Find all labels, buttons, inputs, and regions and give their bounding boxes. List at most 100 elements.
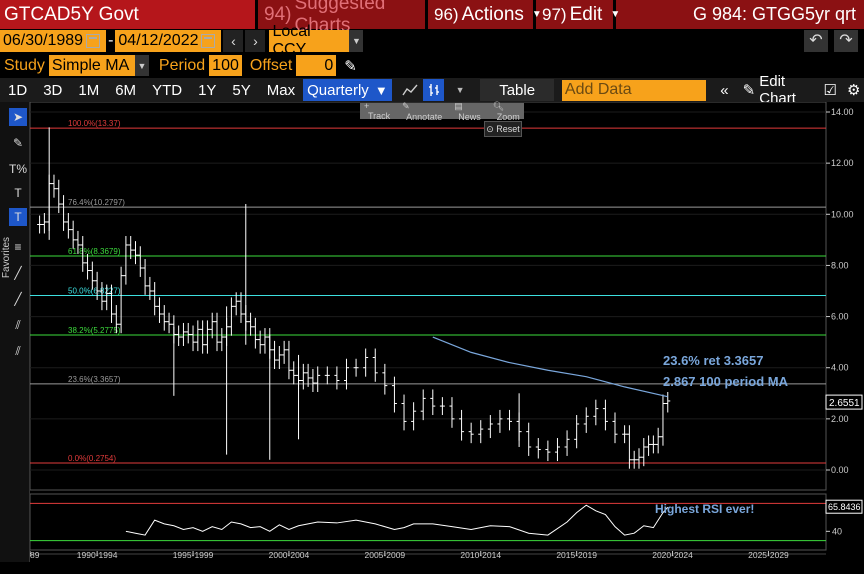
start-date-field[interactable]: 06/30/1989 <box>0 30 107 52</box>
rsi-line: 40 65.8436 Highest RSI ever! <box>30 499 863 542</box>
edit-menu[interactable]: 97) Edit ▼ <box>536 0 620 29</box>
offset-label: Offset <box>249 56 293 74</box>
start-date-value: 06/30/1989 <box>3 32 84 49</box>
calendar-icon[interactable] <box>201 34 216 48</box>
range-1d[interactable]: 1D <box>8 81 28 99</box>
pencil-icon[interactable]: ✎ <box>344 57 357 75</box>
x-tick-label: 2010-2014 <box>460 550 501 560</box>
channel-icon[interactable]: ⫽ <box>15 317 21 332</box>
fib-annotation: 23.6% ret 3.3657 <box>663 353 763 368</box>
chevron-down-icon[interactable]: ▼ <box>455 85 465 95</box>
last-value-label: 2.6551 <box>829 398 860 409</box>
currency-select[interactable]: Local CCY <box>269 23 350 58</box>
y-tick-label: 14.00 <box>831 107 854 117</box>
x-tick-label: 1990-1994 <box>77 550 118 560</box>
cursor-icon[interactable]: ➤ <box>9 108 27 126</box>
fib-label: 23.6%(3.3657) <box>68 375 121 384</box>
reset-button[interactable]: ⊙ Reset <box>484 121 522 137</box>
x-tick-label: 2015-2019 <box>556 550 597 560</box>
redo-icon[interactable]: ↷ <box>834 30 858 52</box>
x-tick-label: 2020-2024 <box>652 550 693 560</box>
title-bar: GTCAD5Y Govt 94) Suggested Charts 96) Ac… <box>0 0 864 36</box>
table-button[interactable]: Table <box>480 79 554 101</box>
undo-icon[interactable]: ↶ <box>804 30 828 52</box>
zoom-tool[interactable]: 🔍︎Zoom <box>489 101 528 122</box>
parallel-lines-icon[interactable]: ⫽ <box>15 343 21 358</box>
ma-line <box>432 336 668 398</box>
x-tick-label: 2005-2009 <box>365 550 406 560</box>
fibonacci-levels: 100.0%(13.37) 76.4%(10.2797) 61.8%(8.3679)… <box>30 119 826 464</box>
range-3d[interactable]: 3D <box>43 81 63 99</box>
ticker-field[interactable]: GTCAD5Y Govt <box>0 0 258 29</box>
chevron-left-icon[interactable]: ‹ <box>223 30 244 52</box>
percent-tool-icon[interactable]: T% <box>9 162 27 176</box>
chevron-down-icon: ▼ <box>610 9 621 20</box>
ma-annotation: 2.867 100 period MA <box>663 374 789 389</box>
fib-label: 50.0%(6.8227) <box>68 287 121 296</box>
annotate-tool[interactable]: ✎ Annotate <box>398 101 450 122</box>
y-tick-label: 6.00 <box>831 312 849 322</box>
pen-icon[interactable]: ✎ <box>12 136 24 150</box>
y-tick-label: 12.00 <box>831 158 854 168</box>
fib-label: 61.8%(8.3679) <box>68 247 121 256</box>
drawing-toolbar: ➤ ✎ T% T T ≡ ╱ ╱ ⫽ ⫽ Favorites <box>0 102 30 562</box>
horizontal-lines-icon[interactable]: ≡ <box>14 240 22 254</box>
y-tick-label: 4.00 <box>831 363 849 373</box>
price-chart[interactable]: 100.0%(13.37) 76.4%(10.2797) 61.8%(8.3679)… <box>30 102 864 560</box>
calendar-icon[interactable] <box>86 34 101 48</box>
study-label: Study <box>4 56 45 74</box>
y-tick-label: 10.00 <box>831 209 854 219</box>
period-input[interactable]: 100 <box>209 55 242 76</box>
collapse-left-icon[interactable]: « <box>720 81 729 99</box>
y-tick-label: 2.00 <box>831 414 849 424</box>
fib-label: 76.4%(10.2797) <box>68 198 125 207</box>
chart-overlay-tools: + Track ✎ Annotate ▤ News 🔍︎Zoom <box>360 101 524 122</box>
x-tick-label: 1995-1999 <box>173 550 214 560</box>
annotate-label: Annotate <box>406 111 443 122</box>
range-max[interactable]: Max <box>266 81 296 99</box>
edit-label: Edit <box>569 3 603 25</box>
range-1y[interactable]: 1Y <box>198 81 217 99</box>
bar-chart-icon[interactable] <box>423 79 444 101</box>
chevron-down-icon[interactable]: ▼ <box>349 30 364 52</box>
text-box-icon[interactable]: T <box>9 208 27 226</box>
pencil-icon: ✎ <box>742 82 756 99</box>
x-tick-label: 2000-2004 <box>269 550 310 560</box>
news-tool[interactable]: ▤ News <box>450 101 489 122</box>
chart-grid <box>30 111 826 471</box>
chevron-down-icon: ▼ <box>374 82 388 98</box>
line-chart-icon[interactable] <box>400 79 421 101</box>
gear-icon[interactable]: ⚙ <box>847 82 861 99</box>
edit-settings-icon[interactable]: ☑ <box>823 82 837 99</box>
offset-input[interactable]: 0 <box>296 55 337 76</box>
text-tool-icon[interactable]: T <box>14 186 22 200</box>
chevron-down-icon: ▼ <box>531 9 542 20</box>
edit-shortcut: 97) <box>542 4 567 24</box>
study-select[interactable]: Simple MA <box>48 55 135 76</box>
actions-menu[interactable]: 96) Actions ▼ <box>428 0 542 29</box>
time-x-axis: 1989 1990-1994 1995-1999 2000-2004 2005-2009… <box>30 550 826 560</box>
end-date-field[interactable]: 04/12/2022 <box>115 30 222 52</box>
date-separator: - <box>108 32 114 49</box>
chevron-down-icon[interactable]: ▼ <box>134 55 149 76</box>
rsi-last-badge <box>825 499 863 514</box>
frequency-value: Quarterly <box>307 81 369 99</box>
add-data-input[interactable]: Add Data <box>561 79 707 101</box>
chart-toolbar: 1D 3D 1M 6M YTD 1Y 5Y Max Quarterly ▼ ▼ … <box>0 73 864 107</box>
trend-line-icon[interactable]: ╱ <box>14 266 22 280</box>
range-ytd[interactable]: YTD <box>152 81 183 99</box>
ray-line-icon[interactable]: ╱ <box>14 292 22 306</box>
chevron-right-icon[interactable]: › <box>245 30 266 52</box>
range-5y[interactable]: 5Y <box>232 81 251 99</box>
zoom-label: Zoom <box>496 111 520 122</box>
range-1m[interactable]: 1M <box>78 81 100 99</box>
fib-label: 38.2%(5.2775) <box>68 326 121 335</box>
favorites-label: Favorites <box>1 236 13 279</box>
y-tick-label: 8.00 <box>831 260 849 270</box>
frequency-select[interactable]: Quarterly ▼ <box>303 79 392 101</box>
rsi-series-line <box>125 504 669 536</box>
x-tick-label: 2025-2029 <box>748 550 789 560</box>
track-tool[interactable]: + Track <box>360 101 398 121</box>
range-6m[interactable]: 6M <box>115 81 137 99</box>
reset-label: Reset <box>496 124 520 134</box>
